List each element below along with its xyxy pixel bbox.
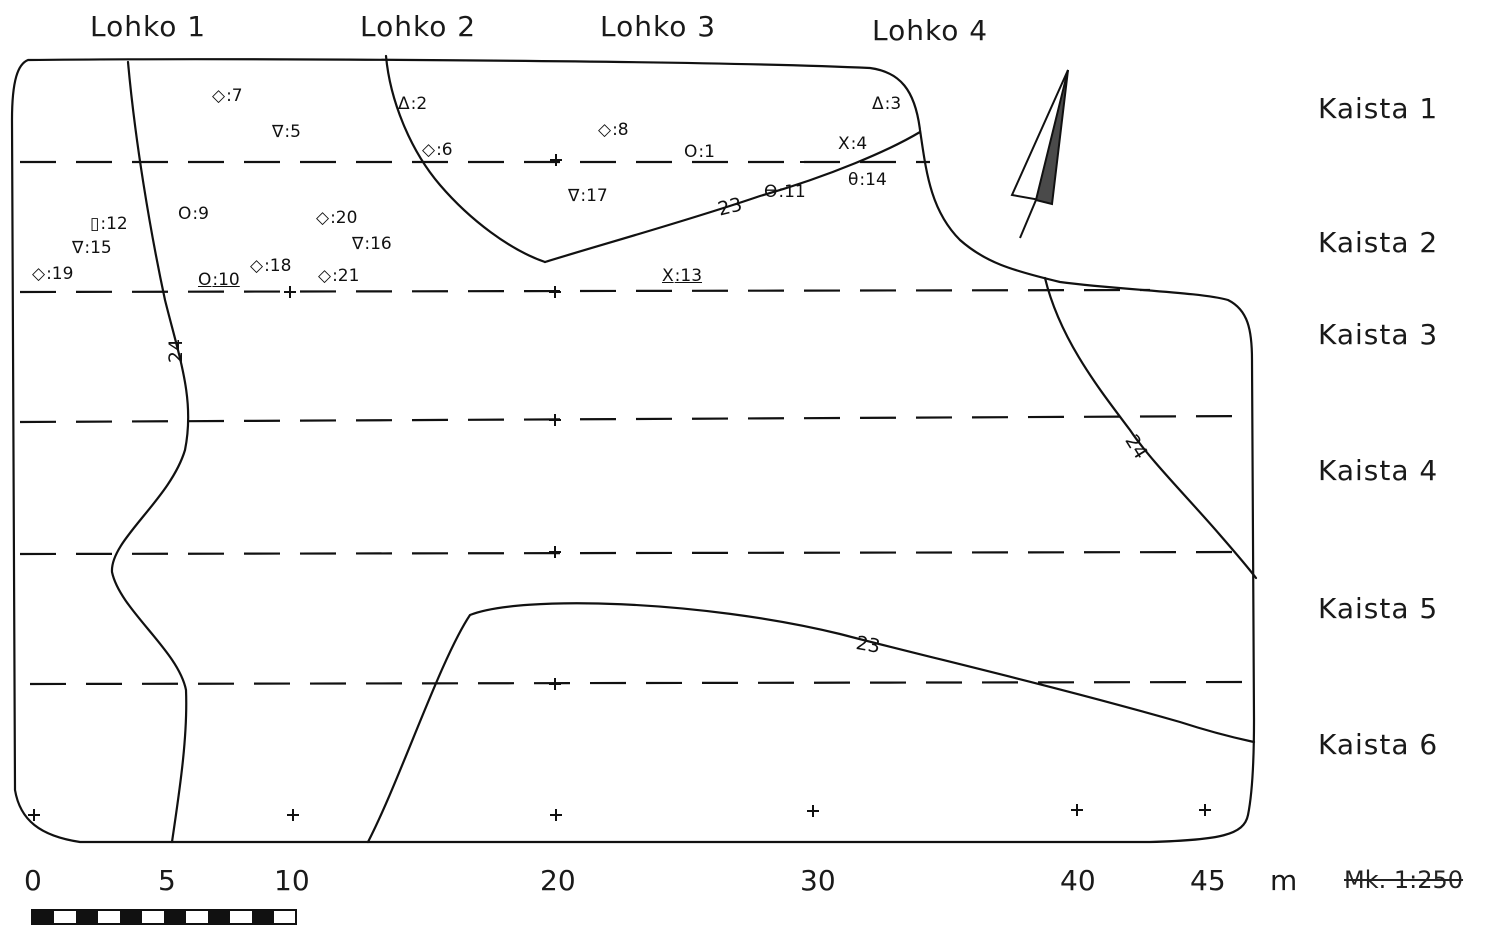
find-marker-10: O:10 <box>198 270 240 290</box>
scale-tick-label: 30 <box>800 864 836 897</box>
survey-cross <box>287 809 299 821</box>
strip-label-3: Kaista 3 <box>1318 318 1439 351</box>
strip-line-5 <box>29 680 1256 686</box>
block-label-1: Lohko 1 <box>90 10 207 43</box>
block-line-1 <box>110 60 190 844</box>
find-marker-13: X:13 <box>662 266 703 286</box>
scale-ratio: Mk. 1:250 <box>1344 866 1464 894</box>
strip-label-4: Kaista 4 <box>1318 454 1439 487</box>
block-label-3: Lohko 3 <box>600 10 717 43</box>
strip-label-1: Kaista 1 <box>1318 92 1439 125</box>
block-label-2: Lohko 2 <box>360 10 477 43</box>
survey-cross <box>549 286 561 298</box>
find-marker-17: ∇:17 <box>568 186 608 206</box>
scale-tick-label: 10 <box>274 864 310 897</box>
block-label-4: Lohko 4 <box>872 14 989 47</box>
find-marker-11: ϴ:11 <box>764 182 806 202</box>
contour-label: 24 <box>165 338 188 364</box>
survey-cross <box>1199 804 1211 816</box>
scale-tick-label: 40 <box>1060 864 1096 897</box>
north-arrow-icon <box>1010 69 1069 239</box>
scale-tick-label: 5 <box>158 864 176 897</box>
scale-unit: m <box>1270 864 1298 897</box>
find-marker-15: ∇:15 <box>72 238 112 258</box>
find-marker-3: Δ:3 <box>872 94 902 114</box>
contour-23-lower <box>366 602 1256 844</box>
find-marker-14: θ:14 <box>848 170 887 190</box>
find-marker-18: ◇:18 <box>250 256 292 276</box>
contour-24-right <box>1043 276 1258 580</box>
find-marker-21: ◇:21 <box>318 266 360 286</box>
find-marker-8: ◇:8 <box>598 120 629 140</box>
find-marker-16: ∇:16 <box>352 234 392 254</box>
strip-line-2 <box>19 288 1151 294</box>
survey-cross <box>550 154 562 166</box>
strip-label-2: Kaista 2 <box>1318 226 1439 259</box>
survey-cross <box>549 414 561 426</box>
find-marker-6: ◇:6 <box>422 140 453 160</box>
find-marker-19: ◇:19 <box>32 264 74 284</box>
survey-cross <box>549 678 561 690</box>
scale-tick-label: 20 <box>540 864 576 897</box>
contour-23-upper <box>543 130 922 264</box>
area-boundary <box>10 58 1256 844</box>
strip-line-3 <box>19 414 1251 424</box>
find-marker-9: O:9 <box>178 204 209 224</box>
scale-bar <box>31 909 297 925</box>
find-marker-20: ◇:20 <box>316 208 358 228</box>
survey-cross <box>807 805 819 817</box>
strip-label-5: Kaista 5 <box>1318 592 1439 625</box>
find-marker-12: ▯:12 <box>90 214 128 234</box>
survey-cross <box>28 809 40 821</box>
survey-cross <box>1071 804 1083 816</box>
find-marker-4: X:4 <box>838 134 868 154</box>
survey-cross <box>550 809 562 821</box>
block-line-2 <box>384 54 547 264</box>
strip-line-4 <box>19 550 1251 556</box>
find-marker-7: ◇:7 <box>212 86 243 106</box>
find-marker-5: ∇:5 <box>272 122 301 142</box>
survey-cross <box>549 546 561 558</box>
strip-label-6: Kaista 6 <box>1318 728 1439 761</box>
find-marker-2: Δ:2 <box>398 94 428 114</box>
scale-tick-label: 45 <box>1190 864 1226 897</box>
find-marker-1: O:1 <box>684 142 715 162</box>
contour-label: 23 <box>854 632 882 658</box>
survey-cross <box>284 286 296 298</box>
scale-tick-label: 0 <box>24 864 42 897</box>
